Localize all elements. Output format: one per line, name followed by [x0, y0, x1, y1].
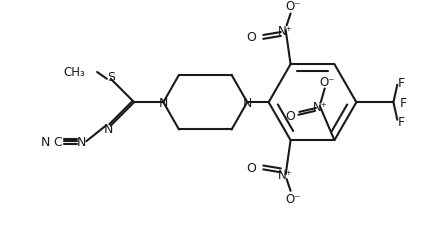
- Text: N: N: [104, 122, 113, 135]
- Text: N: N: [77, 135, 86, 148]
- Text: O⁻: O⁻: [319, 76, 334, 89]
- Text: O⁻: O⁻: [286, 192, 301, 205]
- Text: F: F: [400, 96, 407, 109]
- Text: N⁺: N⁺: [278, 168, 293, 181]
- Text: CH₃: CH₃: [64, 66, 85, 79]
- Text: S: S: [107, 71, 115, 84]
- Text: N⁺: N⁺: [312, 100, 327, 113]
- Text: N: N: [41, 135, 50, 148]
- Text: F: F: [397, 77, 405, 90]
- Text: C: C: [54, 135, 62, 148]
- Text: O: O: [247, 161, 256, 174]
- Text: O: O: [247, 31, 256, 44]
- Text: O: O: [286, 110, 295, 123]
- Text: O⁻: O⁻: [286, 0, 301, 13]
- Text: N: N: [242, 96, 252, 109]
- Text: F: F: [397, 116, 405, 129]
- Text: N⁺: N⁺: [278, 25, 293, 37]
- Text: N: N: [158, 96, 168, 109]
